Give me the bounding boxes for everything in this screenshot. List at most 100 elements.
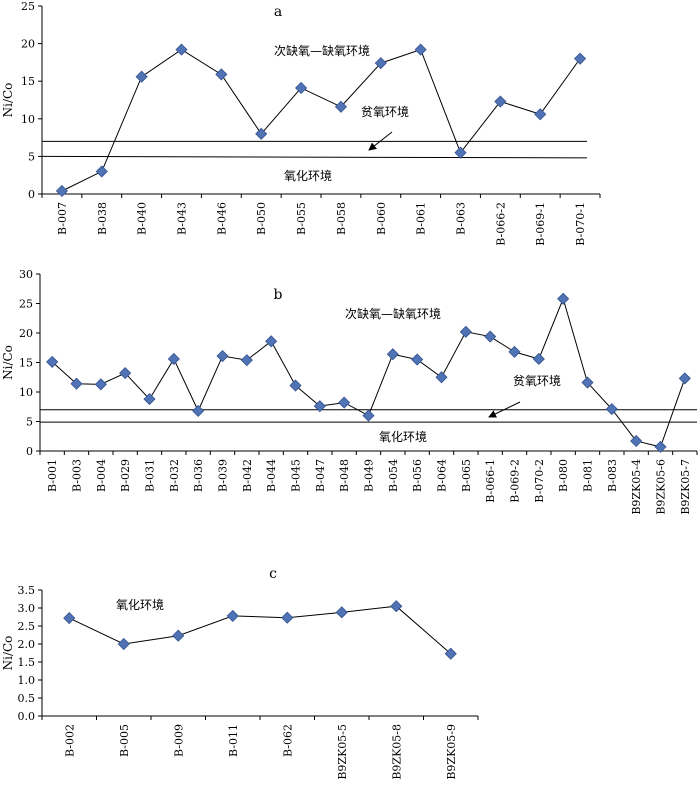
data-point <box>459 325 472 338</box>
category-label: B9ZK05-4 <box>630 459 643 515</box>
category-label: B-004 <box>95 459 108 492</box>
category-label: B-050 <box>255 202 268 235</box>
category-label: B9ZK05-6 <box>655 459 668 515</box>
y-tick-label-a: 15 <box>21 75 35 88</box>
data-point <box>532 352 545 366</box>
category-label: B-047 <box>314 459 327 492</box>
data-point <box>216 349 229 363</box>
category-label: B-058 <box>335 202 348 235</box>
data-point <box>444 647 457 660</box>
data-point <box>167 352 180 366</box>
y-tick-label-c: 1.5 <box>18 656 36 669</box>
y-axis-label-c: Ni/Co <box>1 636 15 671</box>
category-label: B-056 <box>411 459 424 492</box>
data-point <box>654 440 667 453</box>
y-tick-label-a: 0 <box>28 188 35 201</box>
data-point <box>508 345 521 358</box>
data-point <box>240 354 253 367</box>
category-label: B-049 <box>363 459 376 492</box>
data-point <box>135 70 148 83</box>
data-point <box>313 400 326 413</box>
category-label: B-083 <box>606 459 619 492</box>
category-label: B-045 <box>290 459 303 492</box>
chart-title-a: a <box>274 4 282 20</box>
annotation-b: 贫氧环境 <box>513 373 561 388</box>
category-label: B-036 <box>192 459 205 492</box>
y-tick-label-c: 2.5 <box>18 620 36 633</box>
data-point <box>374 57 387 70</box>
y-tick-label-a: 5 <box>28 150 35 163</box>
annotation-arrow-a <box>368 131 393 151</box>
y-axis-label-a: Ni/Co <box>1 83 15 118</box>
category-label: B-080 <box>557 459 570 492</box>
data-point <box>172 629 185 642</box>
data-point <box>454 146 467 159</box>
y-tick-label-b: 5 <box>26 416 33 429</box>
category-label: B-043 <box>176 202 189 235</box>
annotation-arrow-b <box>488 401 521 418</box>
category-label: B-069-2 <box>509 459 522 503</box>
data-point <box>281 611 294 624</box>
data-point <box>678 372 691 385</box>
data-point <box>386 348 399 361</box>
data-point <box>534 108 547 121</box>
data-point <box>574 52 587 65</box>
category-label: B-042 <box>241 459 254 492</box>
category-label: B-069-1 <box>534 202 547 246</box>
chart-a: 0 5 10 15 20 25 B-007 B-038 B-040 B-043 B-046 B-050… <box>1 0 601 246</box>
data-point <box>557 292 570 305</box>
data-point <box>435 371 448 384</box>
category-label: B-038 <box>96 202 109 235</box>
category-label: B-040 <box>136 202 149 235</box>
y-tick-label-c: 2.0 <box>18 638 36 651</box>
category-label: B-011 <box>227 724 240 757</box>
data-point <box>335 606 348 619</box>
y-tick-label-b: 15 <box>19 357 33 370</box>
chart-b: 0 5 10 15 20 25 30 B-001 B-003 B-004 B-029 B-031 B-0… <box>1 268 698 515</box>
data-point <box>226 609 239 622</box>
category-label: B-062 <box>281 724 294 757</box>
data-point <box>119 367 132 380</box>
data-point <box>117 637 130 651</box>
chart-title-c: c <box>269 566 277 582</box>
category-label: B-002 <box>63 724 76 757</box>
data-point <box>55 184 68 198</box>
data-point <box>255 127 268 140</box>
data-point <box>334 100 347 113</box>
annotation-c: 氧化环境 <box>116 597 164 612</box>
category-label: B-001 <box>46 459 59 492</box>
category-label: B-044 <box>265 459 278 492</box>
category-label: B9ZK05-5 <box>336 724 349 780</box>
data-point <box>338 396 351 409</box>
data-point <box>94 378 107 391</box>
annotation-b: 次缺氧—缺氧环境 <box>345 306 441 321</box>
category-label: B-065 <box>460 459 473 492</box>
annotation-a: 次缺氧—缺氧环境 <box>274 43 370 58</box>
series-line-c <box>69 605 452 655</box>
y-axis-label-b: Ni/Co <box>1 345 15 380</box>
category-label: B-061 <box>415 202 428 235</box>
y-tick-label-b: 30 <box>19 268 33 281</box>
y-tick-label-a: 25 <box>21 0 35 13</box>
data-point <box>289 379 302 392</box>
chart-c: 0.0 0.5 1.0 1.5 2.0 2.5 3.0 3.5 B-002 B-005 B-009 B… <box>1 566 479 780</box>
category-label: B-039 <box>217 459 230 492</box>
data-point <box>362 409 375 422</box>
annotation-a: 氧化环境 <box>284 168 332 183</box>
annotation-b: 氧化环境 <box>379 429 427 444</box>
category-label: B-063 <box>455 202 468 235</box>
category-label: B-032 <box>168 459 181 492</box>
series-line-a <box>61 48 581 192</box>
category-label: B-003 <box>71 459 84 492</box>
y-tick-label-c: 1.0 <box>18 674 36 687</box>
y-tick-label-b: 0 <box>26 445 33 458</box>
threshold-line-a <box>41 155 588 159</box>
data-point <box>143 393 156 406</box>
category-label: B-031 <box>144 459 157 492</box>
data-point <box>46 355 59 368</box>
y-tick-label-a: 20 <box>21 38 35 51</box>
data-point <box>215 68 228 81</box>
data-point <box>414 43 427 56</box>
y-tick-label-b: 10 <box>19 386 33 399</box>
category-label: B-060 <box>375 202 388 235</box>
